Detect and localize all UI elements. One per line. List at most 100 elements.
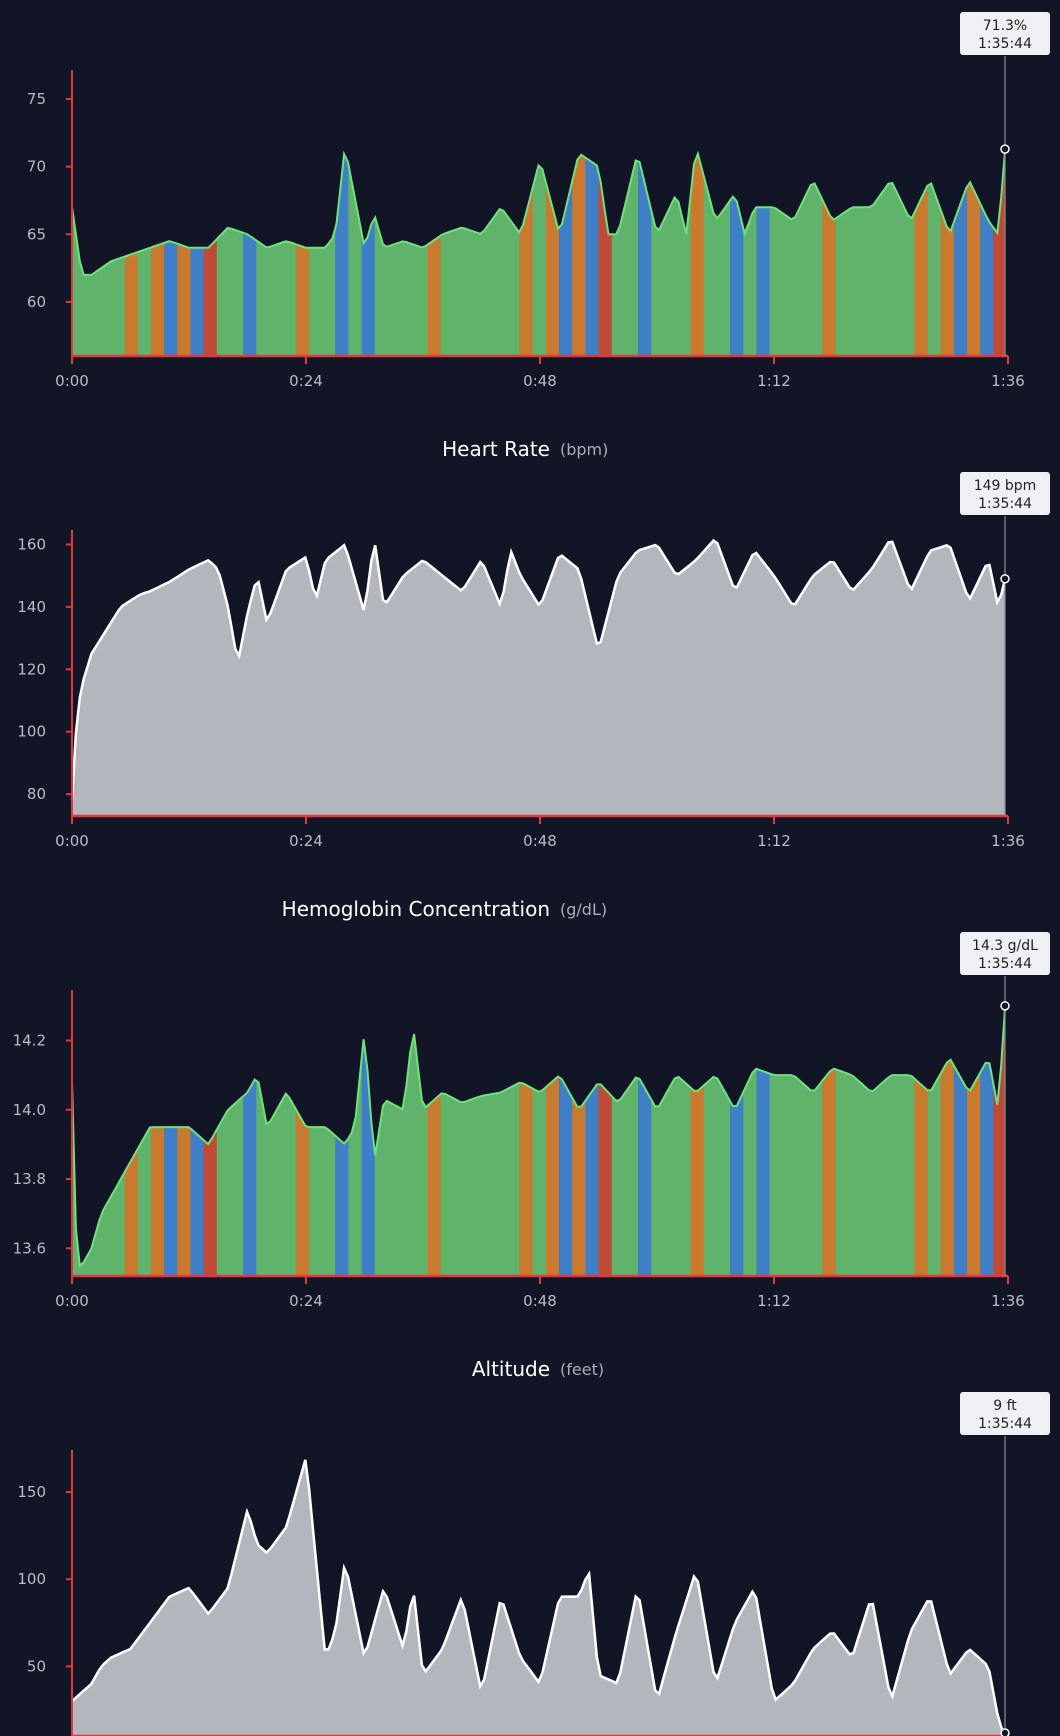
- zone-segment-green: [835, 1005, 850, 1276]
- tooltip-time: 1:35:44: [978, 36, 1032, 52]
- chart-unit: (feet): [560, 1360, 604, 1379]
- tooltip-box: [960, 1392, 1050, 1435]
- y-tick-label: 70: [27, 158, 46, 176]
- zone-segment-green: [387, 149, 402, 356]
- zone-segment-green: [322, 149, 336, 356]
- y-tick-label: 13.6: [13, 1239, 46, 1257]
- zone-segment-green: [111, 149, 126, 356]
- zone-segment-green: [440, 1005, 455, 1276]
- cursor-marker: [1000, 574, 1010, 584]
- zone-segment-orange: [124, 149, 139, 356]
- y-tick-label: 140: [17, 598, 46, 616]
- zone-segment-orange: [572, 1005, 586, 1276]
- zone-segment-green: [401, 149, 415, 356]
- zone-segment-blue: [585, 1005, 600, 1276]
- zone-segment-green: [269, 1005, 284, 1276]
- zone-segment-green: [401, 1005, 415, 1276]
- zone-segment-blue: [335, 1005, 350, 1276]
- zone-segment-green: [493, 1005, 507, 1276]
- x-tick-label: 1:36: [991, 1292, 1025, 1310]
- zone-segment-blue: [638, 1005, 652, 1276]
- zone-segment-green: [532, 149, 547, 356]
- zone-segment-green: [308, 149, 323, 356]
- chart-panel-1: 60 65 70 75 0:00 0:24 0:48 1:12 1:36 71.3% 1:35:44: [27, 12, 1050, 390]
- zone-segment-orange: [940, 1005, 955, 1276]
- zone-segment-orange: [427, 149, 442, 356]
- tooltip-value: 71.3%: [983, 18, 1027, 34]
- zone-segment-blue: [980, 1005, 994, 1276]
- tooltip-time: 1:35:44: [978, 956, 1032, 972]
- x-tick-label: 1:36: [991, 372, 1025, 390]
- zone-segment-green: [256, 149, 271, 356]
- zone-segment-green: [414, 1005, 428, 1276]
- cursor-marker: [1000, 1728, 1010, 1736]
- chart-panel-4: Altitude(feet)501001500:000:240:481:121:…: [17, 1357, 1050, 1736]
- zone-fill: [72, 149, 1006, 356]
- zone-segment-green: [848, 149, 863, 356]
- zone-segment-blue: [361, 149, 376, 356]
- chart-panel-2: Heart Rate (bpm) 80 100 120 140 160 0:00 0:24 0:4…: [17, 437, 1050, 850]
- zone-segment-green: [795, 149, 810, 356]
- cursor-tooltip: 71.3% 1:35:44: [960, 12, 1050, 55]
- zone-segment-red: [203, 1005, 218, 1276]
- y-tick-label: 120: [17, 660, 46, 678]
- y-tick-label: 14.0: [13, 1101, 46, 1119]
- series-area: [72, 1459, 1006, 1736]
- zone-segment-blue: [190, 1005, 205, 1276]
- zone-segment-red: [598, 1005, 613, 1276]
- zone-segment-blue: [361, 1005, 376, 1276]
- zone-segment-green: [308, 1005, 323, 1276]
- zone-segment-green: [809, 149, 823, 356]
- zone-segment-green: [677, 1005, 692, 1276]
- cursor-marker: [1000, 1001, 1010, 1011]
- zone-segment-blue: [164, 149, 178, 356]
- zone-segment-green: [480, 1005, 494, 1276]
- zone-segment-green: [466, 1005, 481, 1276]
- zone-segment-green: [72, 149, 86, 356]
- zone-segment-green: [387, 1005, 402, 1276]
- zone-segment-green: [743, 149, 758, 356]
- zone-segment-red: [598, 149, 613, 356]
- zone-segment-orange: [519, 149, 534, 356]
- x-tick-label: 0:24: [289, 1292, 323, 1310]
- zone-segment-blue: [756, 1005, 771, 1276]
- zone-segment-green: [229, 149, 244, 356]
- series-line: [71, 149, 1007, 276]
- zone-segment-green: [480, 149, 494, 356]
- zone-segment-green: [782, 1005, 797, 1276]
- zone-segment-blue: [335, 149, 350, 356]
- x-tick-label: 0:24: [289, 832, 323, 850]
- zone-segment-green: [888, 1005, 902, 1276]
- series-line: [71, 1005, 1007, 1268]
- zone-segment-green: [374, 1005, 389, 1276]
- chart-title: Heart Rate: [442, 437, 550, 461]
- zone-segment-orange: [940, 149, 955, 356]
- zone-segment-red: [993, 1005, 1006, 1276]
- zone-segment-orange: [822, 1005, 837, 1276]
- zone-segment-green: [848, 1005, 863, 1276]
- tooltip-box: [960, 12, 1050, 55]
- zone-segment-green: [927, 1005, 942, 1276]
- zone-segment-orange: [151, 149, 165, 356]
- zone-segment-orange: [545, 149, 560, 356]
- x-tick-label: 0:00: [55, 372, 89, 390]
- chart-unit: (bpm): [560, 440, 608, 459]
- zone-segment-blue: [559, 1005, 573, 1276]
- x-tick-label: 0:48: [523, 372, 557, 390]
- zone-segment-green: [651, 149, 665, 356]
- tooltip-time: 1:35:44: [978, 1416, 1032, 1432]
- zone-segment-orange: [295, 1005, 310, 1276]
- zone-segment-green: [888, 149, 902, 356]
- zone-segment-green: [111, 1005, 126, 1276]
- zone-segment-green: [703, 1005, 718, 1276]
- tooltip-value: 9 ft: [993, 1398, 1017, 1414]
- y-tick-label: 50: [27, 1657, 46, 1675]
- y-tick-label: 14.2: [13, 1031, 46, 1049]
- zone-segment-green: [374, 149, 389, 356]
- zone-segment-orange: [967, 1005, 981, 1276]
- zone-segment-green: [835, 149, 850, 356]
- zone-segment-green: [493, 149, 507, 356]
- zone-segment-green: [874, 149, 889, 356]
- zone-segment-orange: [914, 149, 929, 356]
